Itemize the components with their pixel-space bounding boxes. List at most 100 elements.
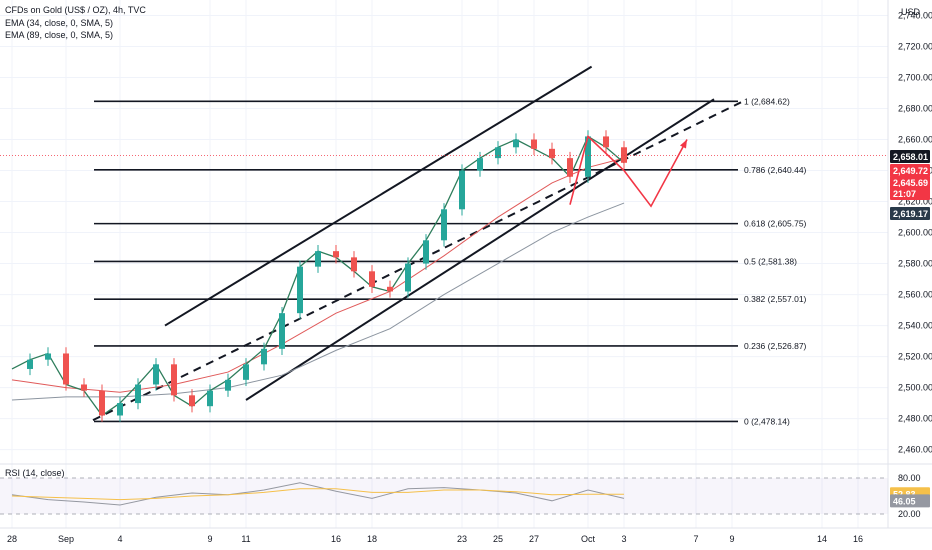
y-tick-label: 2,580.00: [898, 259, 932, 269]
x-tick-label: 9: [207, 534, 212, 544]
candle-body: [261, 348, 267, 365]
price-tag-text: 2,619.17: [893, 209, 928, 219]
candle-body: [27, 359, 33, 369]
y-tick-label: 2,540.00: [898, 321, 932, 331]
ema-34-legend[interactable]: EMA (34, close, 0, SMA, 5): [5, 18, 114, 28]
ema-89-legend[interactable]: EMA (89, close, 0, SMA, 5): [5, 30, 114, 40]
candle-body: [63, 353, 69, 385]
price-tag-text: 52.83: [893, 489, 916, 499]
y-tick-label: 2,680.00: [898, 104, 932, 114]
y-tick-label: 2,660.00: [898, 135, 932, 145]
x-tick-label: 28: [7, 534, 17, 544]
price-tag: [890, 176, 930, 189]
projection-arrow-icon: [680, 139, 687, 149]
price-tag: [890, 164, 930, 177]
candle-body: [207, 390, 213, 407]
channel-lower: [245, 98, 715, 401]
fib-levels: 1 (2,684.62) 0.786 (2,640.44) 0.618 (2,605…: [94, 96, 807, 426]
x-tick-label: Oct: [581, 534, 596, 544]
candle-body: [351, 257, 357, 272]
trend-channel: [92, 65, 742, 422]
x-tick-label: 7: [693, 534, 698, 544]
currency-label: USD: [901, 7, 921, 17]
series-layer: [11, 130, 627, 422]
candle-body: [369, 271, 375, 287]
price-tag: [890, 207, 930, 220]
x-tick-label: 16: [331, 534, 341, 544]
x-tick-label: 16: [853, 534, 863, 544]
price-tag-text: 2,649.72: [893, 166, 928, 176]
x-axis[interactable]: 28 Sep 4 9 11 16 18 23 25 27 Oct 3 7 9 14 16: [0, 527, 932, 544]
fib-label: 1 (2,684.62): [744, 96, 790, 106]
y-tick-label: 2,460.00: [898, 445, 932, 455]
x-tick-label: 3: [621, 534, 626, 544]
series-line: [11, 157, 625, 393]
candle-body: [585, 136, 591, 177]
y-tick-label: 2,620.00: [898, 197, 932, 207]
projection-path: [0, 134, 888, 208]
y-tick-label: 2,600.00: [898, 228, 932, 238]
candle-body: [243, 364, 249, 380]
candle-body: [81, 384, 87, 391]
candle-body: [153, 364, 159, 385]
rsi-ma-line: [11, 488, 625, 501]
x-tick-label: 27: [529, 534, 539, 544]
symbol-title[interactable]: CFDs on Gold (US$ / OZ), 4h, TVC: [5, 5, 146, 15]
fib-label: 0.5 (2,581.38): [744, 256, 797, 266]
rsi-band: [0, 478, 888, 514]
y-tick-label: 2,700.00: [898, 73, 932, 83]
fib-label: 0.786 (2,640.44): [744, 165, 807, 175]
candle-body: [531, 139, 537, 149]
candle-body: [567, 158, 573, 177]
x-tick-label: 9: [729, 534, 734, 544]
fib-label: 0.618 (2,605.75): [744, 219, 807, 229]
x-tick-label: Sep: [58, 534, 74, 544]
candle-body: [333, 251, 339, 258]
price-tag-text: 2,645.69: [893, 178, 928, 188]
x-tick-label: 25: [493, 534, 503, 544]
y-tick-label: 2,480.00: [898, 414, 932, 424]
candle-body: [315, 251, 321, 267]
y-tick-label: 2,500.00: [898, 383, 932, 393]
fib-label: 0.382 (2,557.01): [744, 294, 807, 304]
price-tag: [890, 187, 930, 200]
candle-body: [45, 353, 51, 360]
candle-body: [135, 384, 141, 404]
fib-label: 0 (2,478.14): [744, 416, 790, 426]
candle-body: [477, 158, 483, 171]
rsi-legend[interactable]: RSI (14, close): [5, 468, 65, 478]
rsi-line: [11, 482, 625, 506]
rsi-pane: [0, 463, 932, 515]
y-tick-label: 2,720.00: [898, 42, 932, 52]
candle-body: [225, 379, 231, 391]
projection-line: [569, 134, 688, 208]
x-tick-label: 14: [817, 534, 827, 544]
candle-body: [189, 395, 195, 407]
candle-body: [99, 390, 105, 416]
y-tick-label: 2,520.00: [898, 352, 932, 362]
x-tick-label: 18: [367, 534, 377, 544]
candle-body: [549, 148, 555, 159]
fib-label: 0.236 (2,526.87): [744, 341, 807, 351]
candle-body: [405, 263, 411, 292]
price-tag: [890, 494, 930, 508]
candle-body: [387, 286, 393, 292]
candle-body: [621, 147, 627, 163]
x-tick-label: 4: [117, 534, 122, 544]
candle-body: [297, 266, 303, 314]
x-tick-label: 11: [241, 534, 250, 544]
candle-body: [171, 364, 177, 396]
y-tick-label: 2,560.00: [898, 290, 932, 300]
price-tag-text: 46.05: [893, 496, 916, 506]
price-tag: [890, 150, 930, 163]
channel-upper: [164, 65, 593, 327]
y-tick-label: 2,740.00: [898, 11, 932, 21]
x-tick-label: 23: [457, 534, 467, 544]
candle-body: [495, 147, 501, 159]
rsi-tick-label: 20.00: [898, 509, 921, 519]
price-tag-text: 2,658.01: [893, 152, 928, 162]
candle-body: [603, 136, 609, 148]
candle-body: [279, 313, 285, 349]
